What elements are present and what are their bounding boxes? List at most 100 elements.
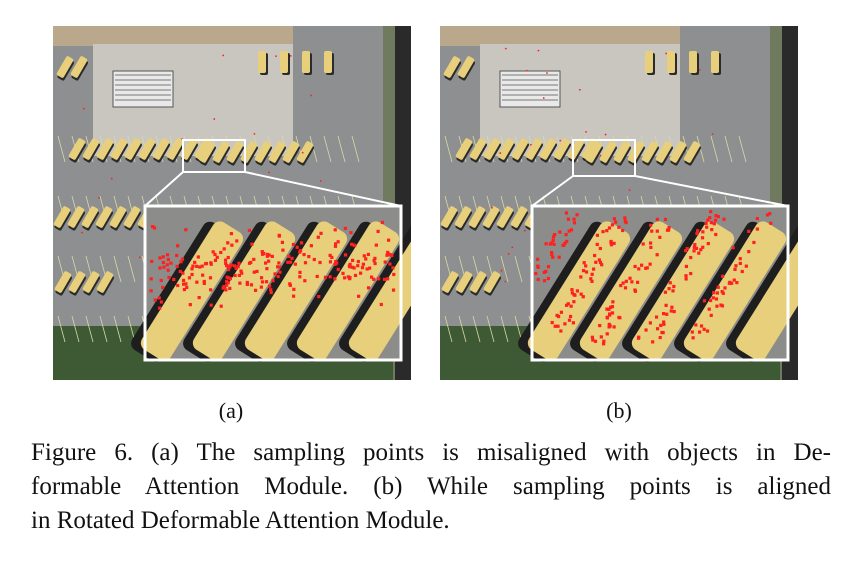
sampling-point — [249, 283, 254, 287]
sampling-point — [662, 322, 666, 326]
sampling-point — [605, 315, 609, 319]
sampling-point — [569, 304, 573, 308]
parking-line — [351, 135, 360, 163]
sampling-point — [697, 251, 701, 255]
sampling-point — [491, 206, 493, 209]
sampling-point — [695, 231, 699, 236]
sampling-point — [702, 299, 707, 303]
sampling-point — [307, 254, 311, 259]
panel-b-label: (b) — [606, 398, 632, 423]
sampling-point — [609, 243, 614, 247]
sampling-point — [197, 296, 201, 300]
sampling-point — [566, 217, 571, 221]
sampling-point — [209, 288, 213, 292]
bus — [56, 56, 74, 78]
sampling-point — [298, 275, 302, 279]
sampling-point — [364, 257, 368, 261]
sampling-point — [575, 289, 580, 293]
sampling-point — [504, 280, 507, 283]
sampling-point — [265, 254, 269, 258]
sampling-point — [734, 264, 738, 268]
zoom-line-left — [144, 171, 184, 207]
parking-line — [486, 315, 495, 343]
parking-line — [113, 255, 122, 283]
sampling-point — [709, 313, 713, 317]
sampling-point — [288, 260, 293, 264]
sampling-point — [202, 279, 206, 284]
sampling-point — [236, 265, 240, 269]
sampling-point — [211, 250, 215, 254]
sampling-point — [637, 267, 641, 271]
sampling-point — [529, 143, 532, 146]
sampling-point — [707, 307, 711, 311]
bus — [689, 51, 697, 73]
sampling-point — [684, 277, 688, 281]
sampling-point — [630, 280, 634, 284]
sampling-point — [262, 251, 266, 256]
sampling-point — [735, 281, 739, 285]
zoom-line-right — [244, 171, 402, 207]
bus — [96, 138, 114, 160]
sampling-point — [710, 228, 714, 232]
sampling-point — [689, 255, 693, 260]
bus — [469, 138, 487, 160]
sampling-point — [697, 330, 702, 334]
sampling-point — [271, 279, 275, 283]
sampling-point — [157, 296, 161, 300]
sampling-point — [572, 293, 576, 297]
sampling-point — [269, 290, 273, 295]
sampling-point — [511, 246, 514, 249]
highlight-box — [572, 139, 636, 177]
sampling-point — [747, 249, 751, 254]
sampling-point — [334, 259, 338, 264]
sampling-point — [266, 259, 271, 263]
sampling-point — [175, 264, 179, 268]
sampling-point — [546, 265, 551, 269]
sampling-point — [343, 226, 347, 230]
bus — [198, 141, 216, 163]
sampling-point — [614, 220, 618, 224]
sampling-point — [584, 264, 588, 268]
sampling-point — [81, 231, 83, 234]
bus — [324, 51, 332, 73]
sampling-point — [663, 290, 668, 294]
sampling-point — [665, 52, 668, 55]
sampling-point — [293, 262, 297, 266]
sampling-point — [612, 325, 616, 329]
sampling-point — [768, 212, 772, 216]
sampling-point — [581, 269, 586, 273]
sampling-point — [361, 262, 365, 266]
caption-line-1: Figure 6. (a) The sampling points is mis… — [31, 439, 831, 466]
sampling-point — [595, 242, 599, 247]
sampling-point — [250, 242, 254, 246]
sampling-point — [190, 272, 194, 277]
sampling-point — [712, 291, 716, 295]
sampling-point — [221, 286, 225, 290]
bus — [581, 138, 599, 160]
sampling-point — [670, 305, 674, 309]
sampling-point — [601, 230, 605, 234]
bus — [53, 206, 71, 228]
sampling-point — [551, 255, 555, 259]
sampling-point — [253, 288, 258, 292]
sampling-point — [291, 294, 296, 298]
sampling-point — [290, 256, 294, 260]
sampling-point — [196, 255, 200, 259]
sampling-point — [184, 228, 188, 232]
panel-a-label: (a) — [218, 398, 244, 423]
parking-line — [323, 135, 332, 163]
sampling-point — [605, 229, 609, 233]
sampling-point — [239, 269, 243, 273]
sampling-point — [260, 250, 264, 254]
panel-b-image — [440, 26, 798, 380]
sampling-point — [198, 265, 202, 269]
sampling-point — [161, 255, 165, 259]
sampling-point — [312, 257, 316, 262]
parking-line — [458, 315, 467, 343]
sampling-point — [273, 272, 277, 276]
zoom-inset-frame — [143, 204, 403, 362]
sampling-point — [172, 277, 176, 282]
sampling-point — [343, 253, 348, 257]
sampling-point — [222, 247, 226, 251]
sampling-point — [740, 269, 744, 274]
